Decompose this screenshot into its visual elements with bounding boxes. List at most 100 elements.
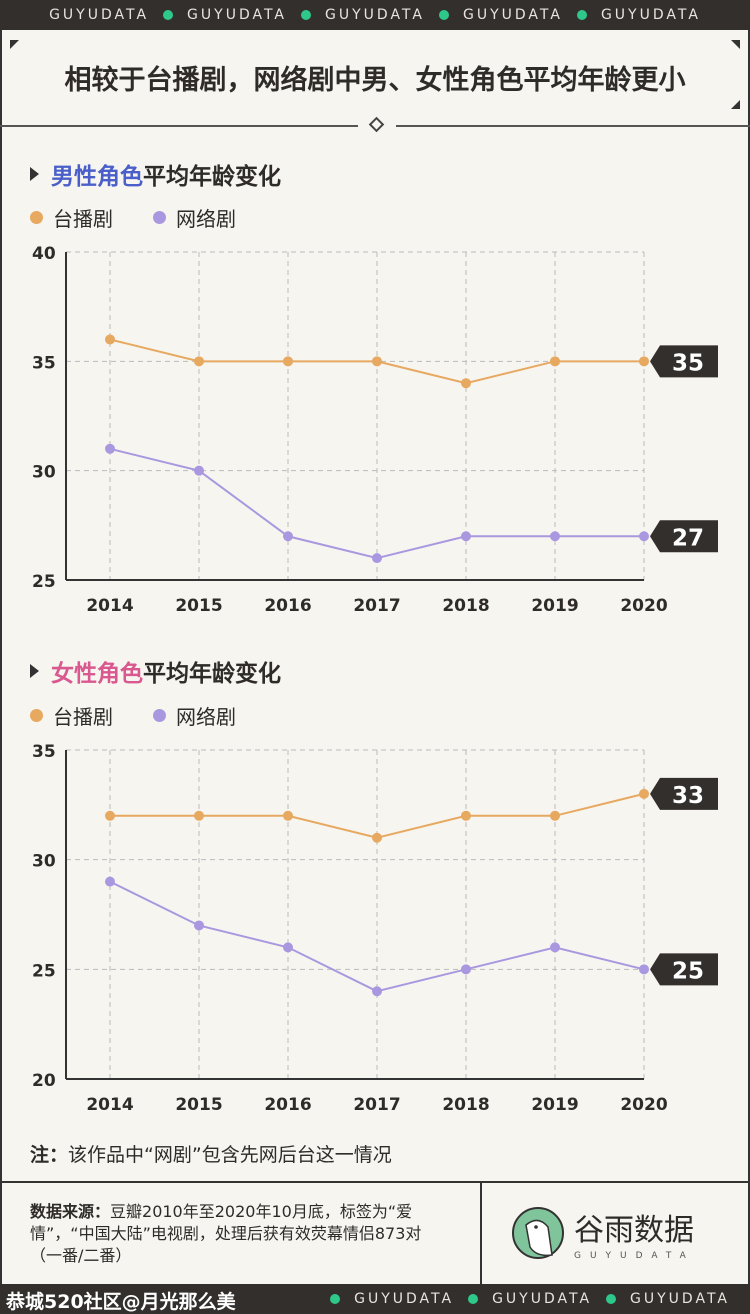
end-value-label: 35 [672,350,704,376]
corner-mark [10,40,19,49]
dot-icon [330,1294,341,1304]
x-tick-label: 2015 [175,596,222,616]
y-tick-label: 25 [32,572,56,592]
y-tick-label: 35 [32,742,56,762]
data-point [283,356,293,367]
y-tick-label: 20 [32,1071,56,1091]
top-brand-band: GUYUDATA GUYUDATA GUYUDATA GUYUDATA GUYUDATA [0,0,750,30]
data-point [550,942,560,953]
chart1-title-rest: 平均年龄变化 [143,164,281,190]
band-text: GUYUDATA [462,7,563,23]
x-tick-label: 2014 [86,1095,133,1115]
band-text: GUYUDATA [325,7,425,23]
x-tick-label: 2020 [620,1095,667,1115]
data-point [283,531,293,542]
note-text: 该作品中“网剧”包含先网后台这一情况 [68,1144,392,1166]
band-text: GUYUDATA [354,1291,455,1307]
x-tick-label: 2014 [86,596,133,616]
data-point [194,810,204,821]
band-text: GUYUDATA [187,7,288,23]
data-point [639,788,649,799]
note-label: 注： [30,1144,69,1166]
data-point [283,942,293,953]
chart-male: 2014 2015 2016 2017 2018 2019 2020 25 30 35 40 35 27 [32,244,718,616]
legend-tv: 台播剧 [53,705,113,729]
footer: 数据来源：豆瓣2010年至2020年10月底，标签为“爱情”，“中国大陆”电视剧… [0,1181,750,1286]
dot-icon [576,10,587,20]
source-text: 豆瓣2010年至2020年10月底，标签为“爱情”，“中国大陆”电视剧，处理后获… [30,1202,422,1265]
corner-mark [731,100,740,109]
legend-dot-icon [30,211,43,224]
legend-web: 网络剧 [176,207,236,231]
legend-web: 网络剧 [176,705,236,729]
end-value-label: 25 [672,958,704,984]
x-tick-label: 2019 [531,596,578,616]
legend-dot-icon [30,709,43,722]
data-point [105,876,115,887]
data-point [372,553,382,564]
bird-logo-icon [512,1207,564,1259]
chart1-title-highlight: 男性角色 [51,164,143,190]
end-label-tag [650,777,718,810]
end-label-tag [650,520,718,553]
chart2-title: 女性角色平均年龄变化 [30,654,281,688]
logo-sub: GUYUDATA [574,1251,695,1261]
data-point [639,964,649,975]
bottom-brand-band: GUYUDATA GUYUDATA GUYUDATA [0,1284,750,1314]
data-point [372,986,382,997]
source-label: 数据来源： [30,1202,111,1221]
data-point [461,810,471,821]
legend-dot-icon [153,709,166,722]
y-tick-label: 35 [32,353,56,373]
data-point [194,920,204,931]
x-tick-label: 2016 [264,596,311,616]
data-point [639,356,649,367]
dot-icon [606,1294,617,1304]
y-tick-label: 25 [32,961,56,981]
divider [0,125,358,127]
chart2-legend: 台播剧 网络剧 [30,701,236,730]
band-text: GUYUDATA [492,1291,593,1307]
data-point [461,964,471,975]
data-point [461,378,471,389]
data-point [194,356,204,367]
triangle-icon [30,167,39,181]
chart2-title-highlight: 女性角色 [51,661,143,687]
x-tick-label: 2015 [175,1095,222,1115]
band-text: GUYUDATA [49,7,150,23]
data-point [105,810,115,821]
data-point [550,356,560,367]
legend-tv: 台播剧 [53,207,113,231]
end-value-label: 33 [672,783,704,809]
data-point [372,356,382,367]
page-title: 相较于台播剧，网络剧中男、女性角色平均年龄更小 [64,65,686,96]
data-point [372,832,382,843]
x-tick-label: 2018 [442,1095,489,1115]
legend-dot-icon [153,211,166,224]
note: 注：该作品中“网剧”包含先网后台这一情况 [30,1140,392,1167]
x-tick-label: 2016 [264,1095,311,1115]
data-point [283,810,293,821]
data-point [105,334,115,345]
y-tick-label: 30 [32,463,56,483]
end-label-tag [650,953,718,986]
divider [396,125,750,127]
x-tick-label: 2017 [353,596,400,616]
chart1-title: 男性角色平均年龄变化 [30,157,281,191]
divider [480,1183,482,1286]
data-point [639,531,649,542]
brand-logo: 谷雨数据 GUYUDATA [512,1205,695,1261]
band-text: GUYUDATA [630,1291,730,1307]
source: 数据来源：豆瓣2010年至2020年10月底，标签为“爱情”，“中国大陆”电视剧… [30,1201,440,1267]
corner-mark [731,40,740,49]
triangle-icon [30,664,39,678]
data-point [194,465,204,476]
y-tick-label: 40 [32,244,56,264]
dot-icon [438,10,449,20]
dot-icon [163,10,174,20]
x-tick-label: 2020 [620,596,667,616]
data-point [550,531,560,542]
data-point [105,443,115,454]
chart2-title-rest: 平均年龄变化 [143,661,281,687]
